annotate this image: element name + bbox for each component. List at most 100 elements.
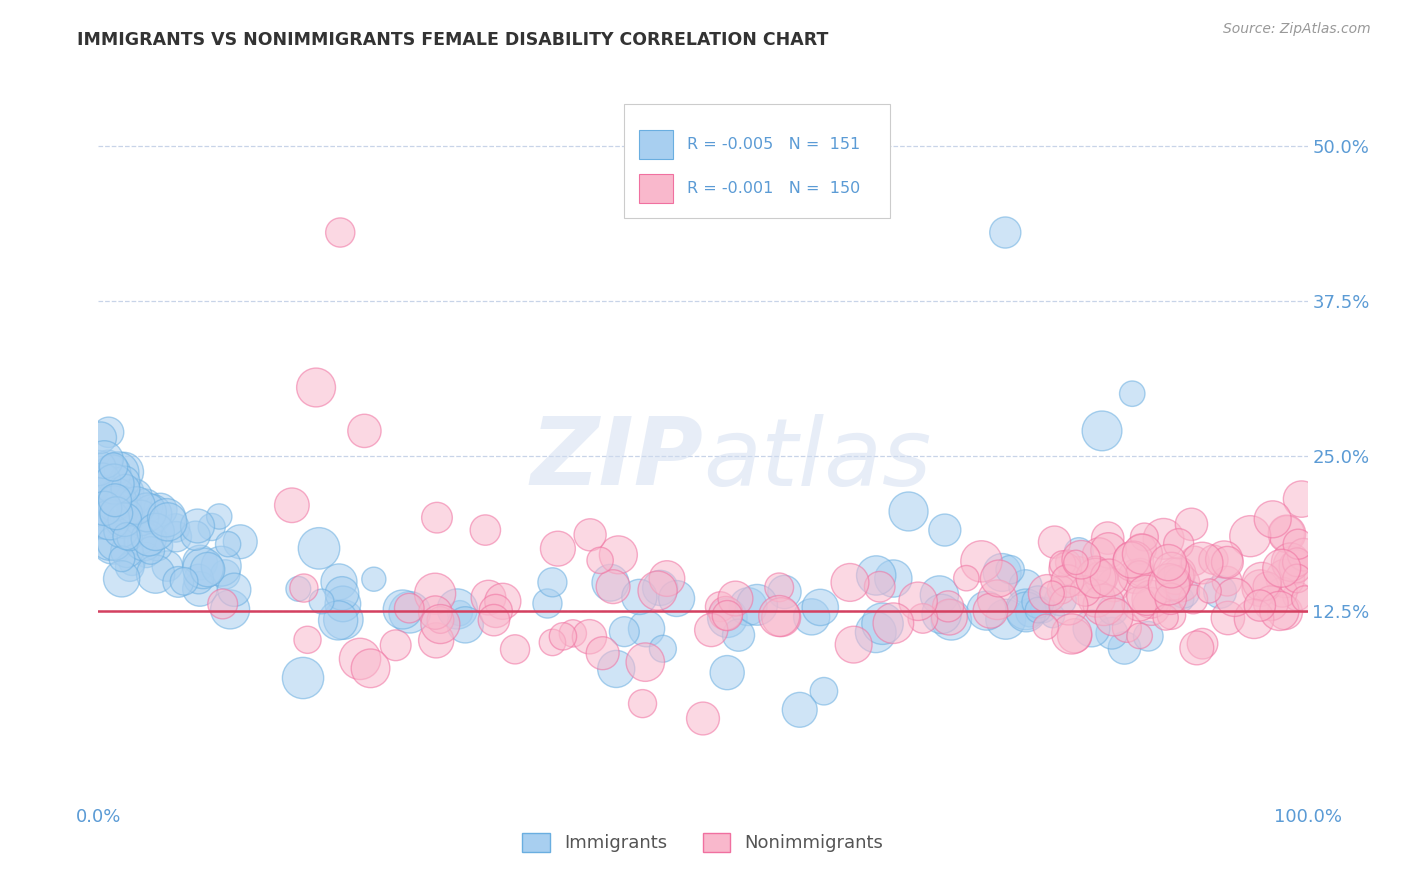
Point [103, 459, 125, 474]
Point [1088, 548, 1111, 562]
Point [1032, 603, 1054, 617]
Point [503, 642, 526, 657]
Point [121, 556, 143, 570]
Point [308, 541, 330, 556]
Point [112, 512, 135, 526]
Point [112, 475, 135, 489]
Point [1035, 620, 1057, 634]
Point [1274, 605, 1296, 619]
Point [872, 616, 894, 631]
Point [311, 594, 333, 608]
Point [865, 625, 887, 640]
Point [363, 572, 385, 586]
Point [297, 632, 319, 647]
Point [98, 534, 121, 549]
Point [97, 457, 120, 471]
Point [1067, 545, 1090, 559]
Point [1168, 566, 1191, 580]
Point [111, 572, 134, 586]
Point [1182, 592, 1205, 607]
Point [865, 568, 887, 582]
Point [208, 509, 231, 524]
Point [536, 597, 558, 611]
Point [149, 503, 172, 517]
Point [165, 530, 187, 544]
Point [665, 591, 688, 606]
Point [1239, 529, 1261, 543]
Point [1060, 627, 1083, 641]
Point [1173, 585, 1195, 599]
Point [186, 519, 208, 533]
Point [1160, 608, 1182, 623]
Point [103, 477, 125, 491]
Point [1070, 552, 1092, 566]
Point [124, 490, 146, 504]
Text: R = -0.001   N =  150: R = -0.001 N = 150 [688, 181, 860, 196]
Point [156, 515, 179, 529]
Point [1026, 595, 1049, 609]
Point [101, 536, 124, 550]
Point [1084, 564, 1107, 578]
Point [800, 610, 823, 624]
Point [1057, 599, 1080, 613]
Point [1249, 581, 1271, 595]
Point [1129, 565, 1152, 579]
Point [332, 613, 354, 627]
Point [89, 516, 111, 531]
Point [1092, 598, 1115, 612]
Point [111, 551, 134, 566]
Point [1281, 558, 1303, 573]
Point [716, 611, 738, 625]
Point [724, 591, 747, 606]
Point [1243, 612, 1265, 626]
Point [1191, 637, 1213, 651]
Point [423, 587, 446, 601]
Point [1015, 602, 1038, 616]
Point [103, 497, 125, 511]
Point [1170, 592, 1192, 607]
Point [770, 610, 793, 624]
Point [1154, 610, 1177, 624]
Point [184, 529, 207, 543]
Point [105, 506, 128, 520]
Point [1137, 629, 1160, 643]
Point [329, 226, 352, 240]
Point [115, 529, 138, 543]
Point [391, 602, 413, 616]
Point [1056, 574, 1078, 588]
Point [188, 582, 211, 596]
Point [839, 575, 862, 590]
Point [138, 531, 160, 545]
Point [384, 638, 406, 652]
Point [330, 586, 353, 600]
Point [305, 380, 328, 394]
Point [1153, 532, 1175, 546]
Point [173, 574, 195, 589]
Point [224, 582, 246, 597]
Point [360, 661, 382, 675]
Point [100, 493, 122, 508]
Point [114, 510, 136, 524]
Point [326, 613, 349, 627]
Point [135, 548, 157, 562]
Point [1085, 591, 1108, 606]
Point [446, 602, 468, 616]
Point [1042, 608, 1064, 623]
Point [994, 226, 1017, 240]
Point [1160, 563, 1182, 577]
Point [911, 611, 934, 625]
Point [474, 523, 496, 537]
Point [1101, 626, 1123, 640]
Point [328, 574, 350, 589]
Point [768, 609, 790, 624]
Point [332, 597, 354, 611]
Point [1202, 552, 1225, 566]
Point [651, 641, 673, 656]
Point [1049, 592, 1071, 607]
Point [1128, 597, 1150, 611]
Point [87, 461, 110, 475]
Point [1097, 531, 1119, 545]
Point [191, 561, 214, 575]
Point [1063, 629, 1085, 643]
Point [602, 580, 624, 594]
